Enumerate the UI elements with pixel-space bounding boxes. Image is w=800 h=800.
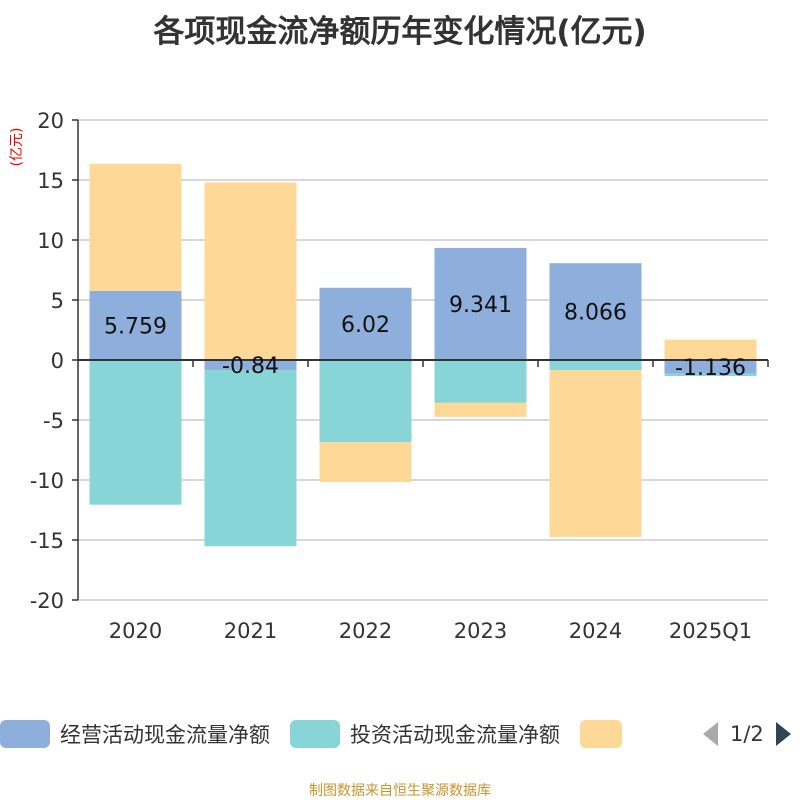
source-note: 制图数据来自恒生聚源数据库	[309, 783, 491, 799]
bar-series-0	[319, 287, 412, 360]
x-tick-label: 2023	[454, 619, 507, 643]
legend-item-financing[interactable]	[580, 720, 632, 748]
bar-series-1	[204, 370, 297, 547]
legend-page-number: 1/2	[730, 722, 764, 746]
y-tick-label: 0	[51, 349, 64, 373]
bar-series-0	[664, 360, 757, 374]
legend: 经营活动现金流量净额 投资活动现金流量净额	[0, 717, 652, 751]
bar-series-0	[204, 360, 297, 371]
data-label: 5.759	[104, 314, 167, 339]
bar-series-2	[319, 442, 412, 483]
y-tick-label: 20	[37, 109, 64, 133]
x-tick-label: 2020	[109, 619, 162, 643]
legend-label: 经营活动现金流量净额	[60, 723, 270, 747]
bar-series-1	[434, 360, 527, 403]
bar-series-0	[549, 263, 642, 360]
y-tick-label: 15	[37, 169, 64, 193]
bar-series-1	[89, 360, 182, 505]
x-tick-label: 2022	[339, 619, 392, 643]
bar-series-0	[89, 290, 182, 360]
bar-series-2	[664, 339, 757, 360]
bar-series-2	[204, 182, 297, 360]
y-tick-label: 10	[37, 229, 64, 253]
legend-swatch	[580, 720, 622, 748]
y-tick-label: -15	[30, 529, 64, 553]
x-tick-label: 2024	[569, 619, 622, 643]
legend-item-investing[interactable]: 投资活动现金流量净额	[290, 719, 560, 749]
prev-page-icon[interactable]	[700, 720, 720, 748]
next-page-icon[interactable]	[774, 720, 794, 748]
bar-series-0	[434, 247, 527, 360]
chart-title: 各项现金流净额历年变化情况(亿元)	[153, 14, 647, 50]
data-label: -0.84	[222, 354, 279, 379]
legend-label: 投资活动现金流量净额	[350, 723, 560, 747]
y-tick-label: -10	[30, 469, 64, 493]
bar-series-1	[549, 360, 642, 371]
bar-series-2	[434, 402, 527, 417]
y-tick-label: -20	[30, 589, 64, 613]
legend-pager: 1/2	[700, 720, 794, 748]
bar-chart: 20 15 10 5 0 -5 -10 -15 -20 (亿元) 2020 2021 2022 2023 2…	[9, 109, 769, 643]
data-label: 9.341	[449, 293, 512, 318]
data-label: 6.02	[341, 313, 390, 338]
x-tick-label: 2021	[224, 619, 277, 643]
y-axis-unit: (亿元)	[9, 128, 25, 167]
bar-series-2	[89, 163, 182, 291]
y-tick-label: -5	[43, 409, 64, 433]
data-label: -1.136	[675, 356, 746, 381]
bar-series-2	[549, 370, 642, 538]
legend-swatch	[290, 720, 340, 748]
y-tick-label: 5	[51, 289, 64, 313]
x-tick-label: 2025Q1	[669, 619, 752, 643]
data-label: 8.066	[564, 301, 627, 326]
bar-series-1	[664, 373, 757, 377]
legend-item-operating[interactable]: 经营活动现金流量净额	[0, 719, 270, 749]
legend-swatch	[0, 720, 50, 748]
bar-series-1	[319, 360, 412, 443]
